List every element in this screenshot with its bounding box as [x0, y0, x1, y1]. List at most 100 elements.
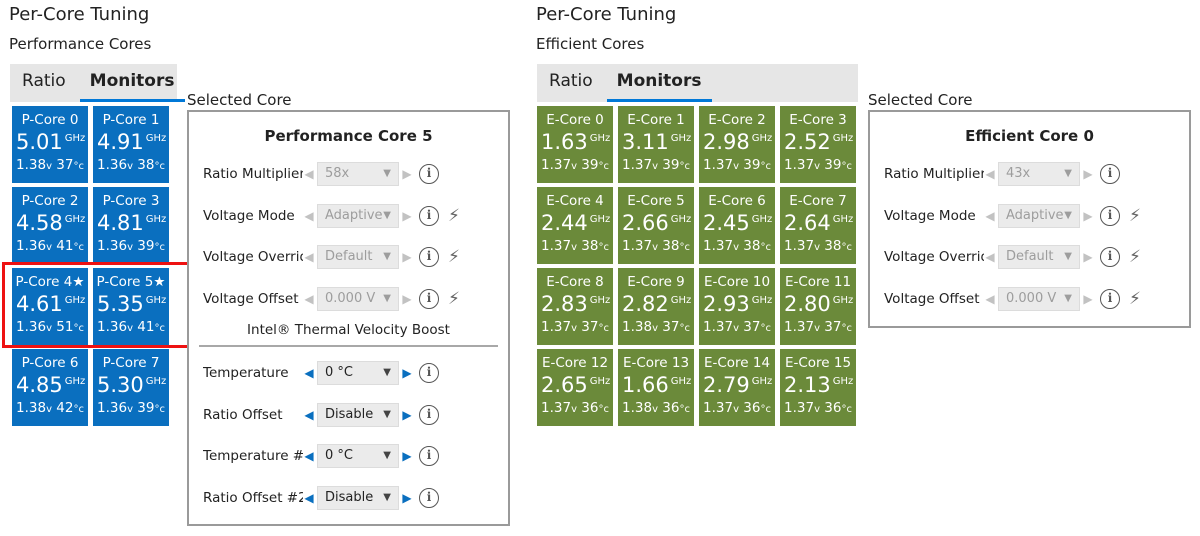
core-tile[interactable]: E-Core 6 2.45 GHz 1.37v 38°c [699, 187, 775, 264]
core-tile[interactable]: E-Core 15 2.13 GHz 1.37v 36°c [780, 349, 856, 426]
decrement-arrow-icon[interactable]: ◀ [304, 291, 314, 306]
info-icon[interactable]: i [419, 363, 439, 383]
tab-ratio[interactable]: Ratio [549, 71, 593, 91]
decrement-arrow-icon[interactable]: ◀ [985, 167, 995, 181]
setting-row: Temperature ◀ 0 °C ▼ ▶ i [203, 360, 439, 386]
increment-arrow-icon[interactable]: ▶ [402, 208, 412, 223]
info-icon[interactable]: i [419, 404, 439, 425]
decrement-arrow-icon[interactable]: ◀ [304, 490, 314, 505]
core-name: P-Core 2 [21, 193, 79, 209]
setting-dropdown[interactable]: Disable ▼ [317, 402, 399, 427]
decrement-arrow-icon[interactable]: ◀ [304, 250, 314, 264]
core-tile[interactable]: P-Core 5★ 5.35 GHz 1.36v 41°c [93, 268, 169, 345]
lightning-icon: ⚡ [448, 205, 460, 226]
setting-dropdown[interactable]: Adaptive ▼ [317, 203, 399, 228]
setting-dropdown[interactable]: Adaptive ▼ [998, 203, 1080, 228]
setting-dropdown[interactable]: 0.000 V ▼ [998, 286, 1080, 311]
core-tile[interactable]: E-Core 13 1.66 GHz 1.38v 36°c [618, 349, 694, 426]
core-tile[interactable]: E-Core 9 2.82 GHz 1.38v 37°c [618, 268, 694, 345]
core-tile[interactable]: E-Core 11 2.80 GHz 1.37v 37°c [780, 268, 856, 345]
core-tile[interactable]: E-Core 5 2.66 GHz 1.37v 38°c [618, 187, 694, 264]
info-icon[interactable]: i [1100, 288, 1120, 309]
core-tile[interactable]: E-Core 7 2.64 GHz 1.37v 38°c [780, 187, 856, 264]
core-tile[interactable]: E-Core 2 2.98 GHz 1.37v 39°c [699, 106, 775, 183]
info-icon[interactable]: i [419, 164, 439, 184]
info-icon[interactable]: i [419, 446, 439, 466]
decrement-arrow-icon[interactable]: ◀ [985, 291, 995, 306]
core-name: P-Core 6 [21, 355, 79, 371]
core-tile[interactable]: P-Core 1 4.91 GHz 1.36v 38°c [93, 106, 169, 183]
core-voltage-temp: 1.36v 51°c [16, 319, 84, 335]
core-voltage-temp: 1.37v 38°c [784, 238, 852, 254]
decrement-arrow-icon[interactable]: ◀ [304, 366, 314, 380]
increment-arrow-icon[interactable]: ▶ [1083, 167, 1093, 181]
tab-monitors[interactable]: Monitors [78, 64, 187, 102]
info-icon[interactable]: i [1100, 247, 1120, 267]
core-tile[interactable]: P-Core 3 4.81 GHz 1.36v 39°c [93, 187, 169, 264]
core-tile[interactable]: P-Core 7 5.30 GHz 1.36v 39°c [93, 349, 169, 426]
decrement-arrow-icon[interactable]: ◀ [304, 449, 314, 463]
tab-monitors[interactable]: Monitors [605, 64, 714, 102]
selected-core-label: Selected Core [187, 91, 292, 109]
decrement-arrow-icon[interactable]: ◀ [304, 407, 314, 422]
core-tile[interactable]: E-Core 14 2.79 GHz 1.37v 36°c [699, 349, 775, 426]
decrement-arrow-icon[interactable]: ◀ [304, 167, 314, 181]
core-tile[interactable]: P-Core 2 4.58 GHz 1.36v 41°c [12, 187, 88, 264]
info-icon[interactable]: i [1100, 205, 1120, 226]
core-name: E-Core 3 [789, 112, 847, 128]
core-voltage-temp: 1.38v 42°c [16, 400, 84, 416]
setting-row: Voltage Overrid ◀ Default ▼ ▶ i ⚡ [203, 244, 460, 270]
info-icon[interactable]: i [419, 487, 439, 508]
decrement-arrow-icon[interactable]: ◀ [985, 250, 995, 264]
core-tile[interactable]: P-Core 0 5.01 GHz 1.38v 37°c [12, 106, 88, 183]
core-frequency: 2.44 GHz [541, 211, 611, 235]
core-tile[interactable]: P-Core 6 4.85 GHz 1.38v 42°c [12, 349, 88, 426]
frequency-unit: GHz [751, 214, 773, 225]
increment-arrow-icon[interactable]: ▶ [402, 407, 412, 422]
core-tile[interactable]: E-Core 12 2.65 GHz 1.37v 36°c [537, 349, 613, 426]
increment-arrow-icon[interactable]: ▶ [1083, 291, 1093, 306]
setting-dropdown[interactable]: Disable ▼ [317, 485, 399, 510]
e-core-grid: E-Core 0 1.63 GHz 1.37v 39°c E-Core 1 3.11 GHz… [537, 106, 856, 426]
core-tile[interactable]: E-Core 3 2.52 GHz 1.37v 39°c [780, 106, 856, 183]
selection-highlight [2, 262, 193, 348]
core-tile[interactable]: E-Core 4 2.44 GHz 1.37v 38°c [537, 187, 613, 264]
frequency-unit: GHz [751, 376, 773, 387]
core-tile[interactable]: E-Core 1 3.11 GHz 1.37v 39°c [618, 106, 694, 183]
setting-dropdown[interactable]: Default ▼ [998, 245, 1080, 269]
core-tile[interactable]: P-Core 4★ 4.61 GHz 1.36v 51°c [12, 268, 88, 345]
core-name: E-Core 8 [546, 274, 604, 290]
core-tile[interactable]: E-Core 0 1.63 GHz 1.37v 39°c [537, 106, 613, 183]
core-frequency: 2.13 GHz [784, 373, 854, 397]
setting-label: Ratio Offset #2 [203, 489, 303, 506]
increment-arrow-icon[interactable]: ▶ [402, 449, 412, 463]
core-frequency: 2.79 GHz [703, 373, 773, 397]
setting-dropdown[interactable]: 43x ▼ [998, 162, 1080, 186]
increment-arrow-icon[interactable]: ▶ [402, 250, 412, 264]
decrement-arrow-icon[interactable]: ◀ [985, 208, 995, 223]
tvb-heading: Intel® Thermal Velocity Boost [247, 322, 450, 338]
setting-dropdown[interactable]: 0 °C ▼ [317, 361, 399, 385]
increment-arrow-icon[interactable]: ▶ [402, 366, 412, 380]
panel-title: Per-Core Tuning [536, 4, 677, 25]
tab-ratio[interactable]: Ratio [22, 71, 66, 91]
increment-arrow-icon[interactable]: ▶ [1083, 250, 1093, 264]
setting-dropdown[interactable]: Default ▼ [317, 245, 399, 269]
frequency-unit: GHz [832, 133, 854, 144]
core-frequency: 5.30 GHz [97, 373, 167, 397]
info-icon[interactable]: i [419, 205, 439, 226]
setting-dropdown[interactable]: 0.000 V ▼ [317, 286, 399, 311]
decrement-arrow-icon[interactable]: ◀ [304, 208, 314, 223]
info-icon[interactable]: i [419, 288, 439, 309]
core-tile[interactable]: E-Core 10 2.93 GHz 1.37v 37°c [699, 268, 775, 345]
increment-arrow-icon[interactable]: ▶ [402, 167, 412, 181]
increment-arrow-icon[interactable]: ▶ [402, 291, 412, 306]
info-icon[interactable]: i [1100, 164, 1120, 184]
info-icon[interactable]: i [419, 247, 439, 267]
setting-dropdown[interactable]: 0 °C ▼ [317, 444, 399, 468]
core-tile[interactable]: E-Core 8 2.83 GHz 1.37v 37°c [537, 268, 613, 345]
setting-dropdown[interactable]: 58x ▼ [317, 162, 399, 186]
increment-arrow-icon[interactable]: ▶ [402, 490, 412, 505]
increment-arrow-icon[interactable]: ▶ [1083, 208, 1093, 223]
frequency-unit: GHz [589, 133, 611, 144]
